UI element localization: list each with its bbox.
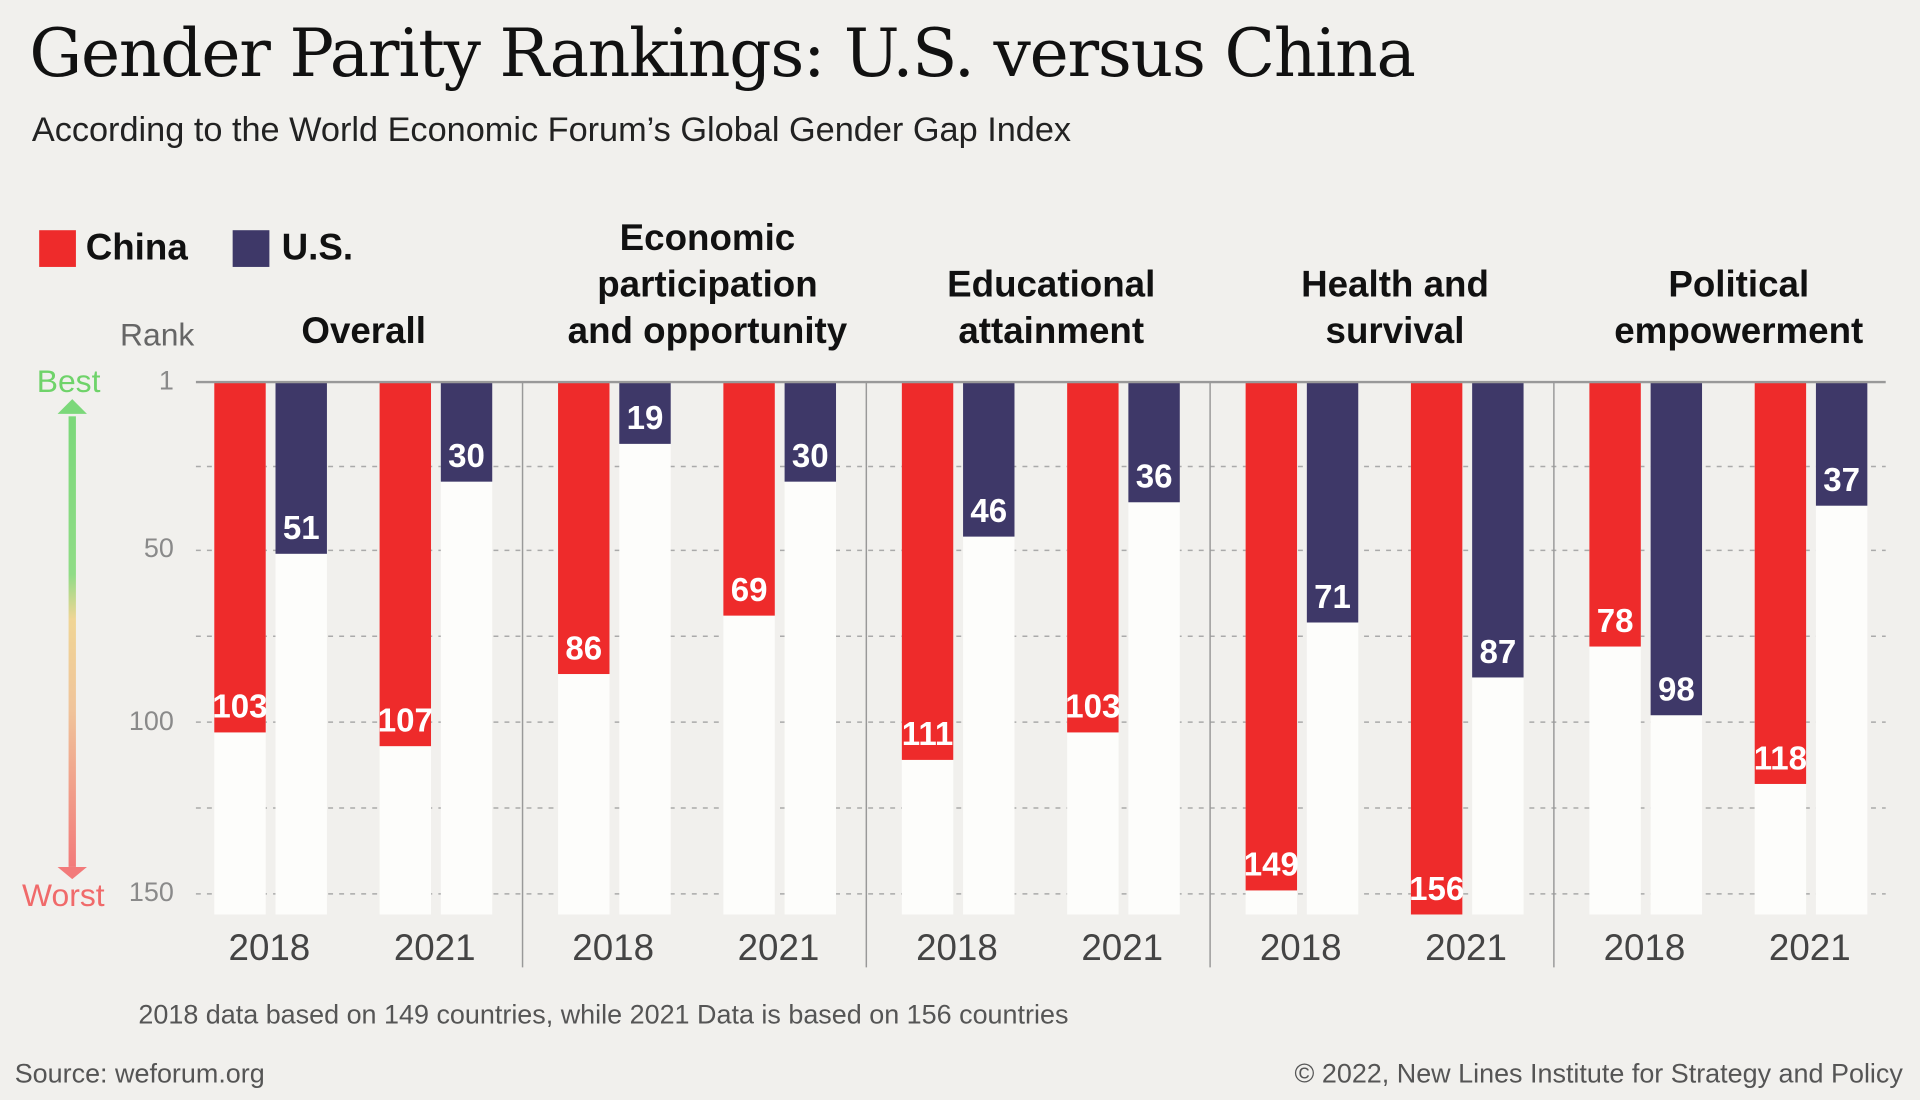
panel-title-line: participation xyxy=(597,264,818,305)
data-label: 46 xyxy=(970,493,1007,530)
legend-label-us: U.S. xyxy=(281,227,354,269)
legend-label-china: China xyxy=(85,227,188,269)
bar-china-2018 xyxy=(558,382,610,675)
bar-us-2018 xyxy=(963,382,1015,537)
x-tick-label: 2021 xyxy=(1425,928,1507,969)
panel-title-line: Economic xyxy=(619,217,796,259)
panel-title-line: attainment xyxy=(958,311,1145,352)
data-label: 19 xyxy=(627,400,664,437)
x-tick-label: 2018 xyxy=(1259,928,1342,969)
arrow-up-icon xyxy=(57,399,87,414)
panel-title-line: Political xyxy=(1668,264,1810,305)
x-tick-label: 2018 xyxy=(1603,928,1686,969)
x-tick-label: 2018 xyxy=(228,928,311,969)
panel-title: Educational attainment xyxy=(880,262,1223,355)
data-label: 111 xyxy=(902,716,954,753)
data-label: 30 xyxy=(448,438,485,475)
data-label: 107 xyxy=(378,702,433,739)
bar-us-2021 xyxy=(1128,382,1180,503)
y-tick-label: 150 xyxy=(128,876,174,908)
panel-title-line: Overall xyxy=(301,311,426,352)
panel-title-line: empowerment xyxy=(1614,311,1864,352)
bar-us-2018 xyxy=(1306,382,1359,623)
y-axis-label: Rank xyxy=(120,315,195,353)
bar-china-2018 xyxy=(214,382,266,733)
bar-china-2021 xyxy=(379,382,432,747)
x-tick-label: 2021 xyxy=(1081,928,1164,969)
x-tick-label: 2018 xyxy=(916,928,998,969)
bar-us-2021 xyxy=(1815,382,1868,506)
bar-us-2018 xyxy=(619,382,671,444)
data-label: 86 xyxy=(565,630,602,667)
bar-background xyxy=(619,382,671,915)
y-tick-label: 50 xyxy=(143,533,174,564)
panel-title: Economic participation and opportunity xyxy=(536,216,879,356)
chart-subtitle: According to the World Economic Forum’s … xyxy=(31,110,1072,149)
worst-label: Worst xyxy=(22,876,105,914)
legend-swatch-us xyxy=(232,230,270,267)
bar-china-2021 xyxy=(1410,382,1463,915)
panel-title: Overall xyxy=(192,309,535,356)
data-label: 103 xyxy=(212,689,267,726)
best-label: Best xyxy=(36,362,101,400)
bar-china-2021 xyxy=(723,382,775,616)
x-tick-label: 2021 xyxy=(393,928,476,969)
panel-title-line: and opportunity xyxy=(567,311,848,352)
source-note: Source: weforum.org xyxy=(14,1057,265,1089)
x-tick-label: 2021 xyxy=(737,928,820,969)
panel-title-line: Educational xyxy=(947,264,1156,305)
data-label: 30 xyxy=(792,438,829,475)
data-label: 71 xyxy=(1314,579,1351,616)
x-tick-label: 2018 xyxy=(572,928,655,969)
data-label: 51 xyxy=(283,510,320,547)
bar-china-2018 xyxy=(1589,382,1641,647)
data-label: 69 xyxy=(731,572,768,609)
bar-china-2021 xyxy=(1754,382,1807,784)
panel-title-line: Health and xyxy=(1301,264,1489,305)
panel-title: Health and survival xyxy=(1224,262,1567,355)
data-label: 98 xyxy=(1658,672,1695,709)
copyright-note: © 2022, New Lines Institute for Strategy… xyxy=(1294,1057,1903,1089)
legend-swatch-china xyxy=(39,230,76,267)
panel-title: Political empowerment xyxy=(1567,262,1910,355)
bar-us-2021 xyxy=(784,382,837,482)
data-label: 78 xyxy=(1597,603,1634,640)
footnote: 2018 data based on 149 countries, while … xyxy=(138,999,1069,1030)
y-tick-label: 1 xyxy=(158,364,174,396)
data-label: 156 xyxy=(1409,871,1464,908)
bar-china-2021 xyxy=(1067,382,1119,733)
y-tick-label: 100 xyxy=(128,704,174,736)
data-label: 36 xyxy=(1136,459,1173,496)
scale-arrow-shaft xyxy=(68,416,76,867)
bar-us-2021 xyxy=(440,382,493,482)
data-label: 87 xyxy=(1479,634,1516,671)
bar-us-2018 xyxy=(275,382,327,554)
bar-china-2018 xyxy=(901,382,954,760)
bar-china-2018 xyxy=(1245,382,1298,891)
panel-title-line: survival xyxy=(1325,311,1465,352)
data-label: 118 xyxy=(1754,740,1807,777)
x-tick-label: 2021 xyxy=(1768,928,1851,969)
chart-title: Gender Parity Rankings: U.S. versus Chin… xyxy=(29,14,1416,92)
arrow-down-icon xyxy=(57,866,87,880)
data-label: 149 xyxy=(1244,847,1299,884)
bar-us-2018 xyxy=(1650,382,1703,716)
data-label: 37 xyxy=(1823,462,1860,499)
data-label: 103 xyxy=(1065,689,1120,726)
bar-us-2021 xyxy=(1472,382,1524,678)
